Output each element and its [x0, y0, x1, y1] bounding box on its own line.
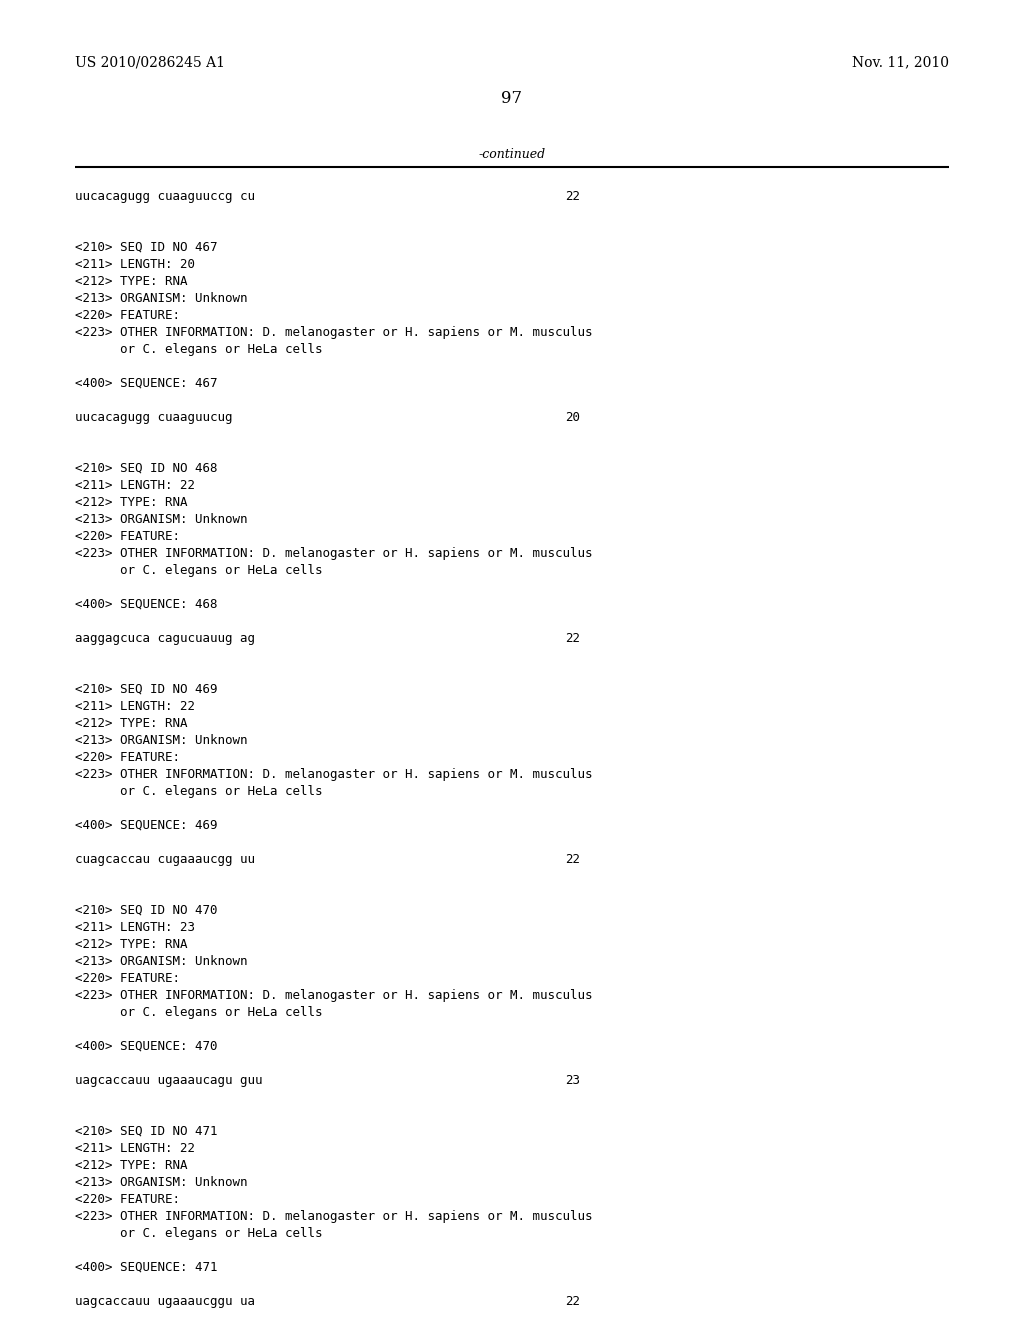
Text: <220> FEATURE:: <220> FEATURE: [75, 972, 180, 985]
Text: or C. elegans or HeLa cells: or C. elegans or HeLa cells [75, 1228, 323, 1239]
Text: US 2010/0286245 A1: US 2010/0286245 A1 [75, 55, 225, 69]
Text: <210> SEQ ID NO 467: <210> SEQ ID NO 467 [75, 242, 217, 253]
Text: or C. elegans or HeLa cells: or C. elegans or HeLa cells [75, 785, 323, 799]
Text: <223> OTHER INFORMATION: D. melanogaster or H. sapiens or M. musculus: <223> OTHER INFORMATION: D. melanogaster… [75, 1210, 593, 1224]
Text: <220> FEATURE:: <220> FEATURE: [75, 1193, 180, 1206]
Text: <212> TYPE: RNA: <212> TYPE: RNA [75, 1159, 187, 1172]
Text: <210> SEQ ID NO 471: <210> SEQ ID NO 471 [75, 1125, 217, 1138]
Text: <213> ORGANISM: Unknown: <213> ORGANISM: Unknown [75, 513, 248, 525]
Text: <400> SEQUENCE: 468: <400> SEQUENCE: 468 [75, 598, 217, 611]
Text: <223> OTHER INFORMATION: D. melanogaster or H. sapiens or M. musculus: <223> OTHER INFORMATION: D. melanogaster… [75, 326, 593, 339]
Text: <211> LENGTH: 20: <211> LENGTH: 20 [75, 257, 195, 271]
Text: 22: 22 [565, 190, 580, 203]
Text: <211> LENGTH: 22: <211> LENGTH: 22 [75, 1142, 195, 1155]
Text: -continued: -continued [478, 148, 546, 161]
Text: 20: 20 [565, 411, 580, 424]
Text: or C. elegans or HeLa cells: or C. elegans or HeLa cells [75, 343, 323, 356]
Text: <400> SEQUENCE: 470: <400> SEQUENCE: 470 [75, 1040, 217, 1053]
Text: <220> FEATURE:: <220> FEATURE: [75, 309, 180, 322]
Text: <213> ORGANISM: Unknown: <213> ORGANISM: Unknown [75, 292, 248, 305]
Text: <400> SEQUENCE: 469: <400> SEQUENCE: 469 [75, 818, 217, 832]
Text: uagcaccauu ugaaaucagu guu: uagcaccauu ugaaaucagu guu [75, 1074, 262, 1086]
Text: <213> ORGANISM: Unknown: <213> ORGANISM: Unknown [75, 954, 248, 968]
Text: <210> SEQ ID NO 469: <210> SEQ ID NO 469 [75, 682, 217, 696]
Text: <212> TYPE: RNA: <212> TYPE: RNA [75, 939, 187, 950]
Text: <223> OTHER INFORMATION: D. melanogaster or H. sapiens or M. musculus: <223> OTHER INFORMATION: D. melanogaster… [75, 768, 593, 781]
Text: <210> SEQ ID NO 468: <210> SEQ ID NO 468 [75, 462, 217, 475]
Text: uucacagugg cuaaguucug: uucacagugg cuaaguucug [75, 411, 232, 424]
Text: <210> SEQ ID NO 470: <210> SEQ ID NO 470 [75, 904, 217, 917]
Text: <211> LENGTH: 23: <211> LENGTH: 23 [75, 921, 195, 935]
Text: 97: 97 [502, 90, 522, 107]
Text: <211> LENGTH: 22: <211> LENGTH: 22 [75, 479, 195, 492]
Text: <220> FEATURE:: <220> FEATURE: [75, 531, 180, 543]
Text: <213> ORGANISM: Unknown: <213> ORGANISM: Unknown [75, 734, 248, 747]
Text: <223> OTHER INFORMATION: D. melanogaster or H. sapiens or M. musculus: <223> OTHER INFORMATION: D. melanogaster… [75, 546, 593, 560]
Text: aaggagcuca cagucuauug ag: aaggagcuca cagucuauug ag [75, 632, 255, 645]
Text: <211> LENGTH: 22: <211> LENGTH: 22 [75, 700, 195, 713]
Text: 22: 22 [565, 1295, 580, 1308]
Text: <220> FEATURE:: <220> FEATURE: [75, 751, 180, 764]
Text: cuagcaccau cugaaaucgg uu: cuagcaccau cugaaaucgg uu [75, 853, 255, 866]
Text: <400> SEQUENCE: 471: <400> SEQUENCE: 471 [75, 1261, 217, 1274]
Text: 22: 22 [565, 632, 580, 645]
Text: <212> TYPE: RNA: <212> TYPE: RNA [75, 717, 187, 730]
Text: Nov. 11, 2010: Nov. 11, 2010 [852, 55, 949, 69]
Text: <400> SEQUENCE: 467: <400> SEQUENCE: 467 [75, 378, 217, 389]
Text: <223> OTHER INFORMATION: D. melanogaster or H. sapiens or M. musculus: <223> OTHER INFORMATION: D. melanogaster… [75, 989, 593, 1002]
Text: <212> TYPE: RNA: <212> TYPE: RNA [75, 496, 187, 510]
Text: 22: 22 [565, 853, 580, 866]
Text: <212> TYPE: RNA: <212> TYPE: RNA [75, 275, 187, 288]
Text: 23: 23 [565, 1074, 580, 1086]
Text: uucacagugg cuaaguuccg cu: uucacagugg cuaaguuccg cu [75, 190, 255, 203]
Text: or C. elegans or HeLa cells: or C. elegans or HeLa cells [75, 564, 323, 577]
Text: uagcaccauu ugaaaucggu ua: uagcaccauu ugaaaucggu ua [75, 1295, 255, 1308]
Text: <213> ORGANISM: Unknown: <213> ORGANISM: Unknown [75, 1176, 248, 1189]
Text: or C. elegans or HeLa cells: or C. elegans or HeLa cells [75, 1006, 323, 1019]
